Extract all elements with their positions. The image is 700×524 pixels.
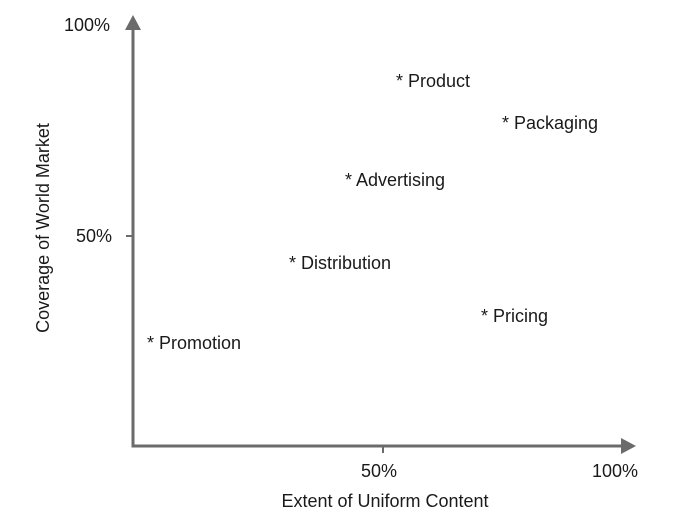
x-axis-arrow-icon [621,438,636,454]
point-product: * Product [396,71,471,91]
y-tick-label-50: 50% [76,226,113,246]
x-axis-title: Extent of Uniform Content [281,491,489,511]
point-advertising: * Advertising [345,170,446,190]
x-tick-label-100: 100% [592,461,639,481]
point-promotion: * Promotion [147,333,242,353]
point-distribution: * Distribution [289,253,392,273]
point-pricing: * Pricing [481,306,549,326]
point-packaging: * Packaging [502,113,599,133]
x-tick-label-50: 50% [361,461,398,481]
y-tick-label-100: 100% [64,15,111,35]
y-axis-arrow-icon [125,15,141,30]
y-axis-title: Coverage of World Market [33,123,53,333]
